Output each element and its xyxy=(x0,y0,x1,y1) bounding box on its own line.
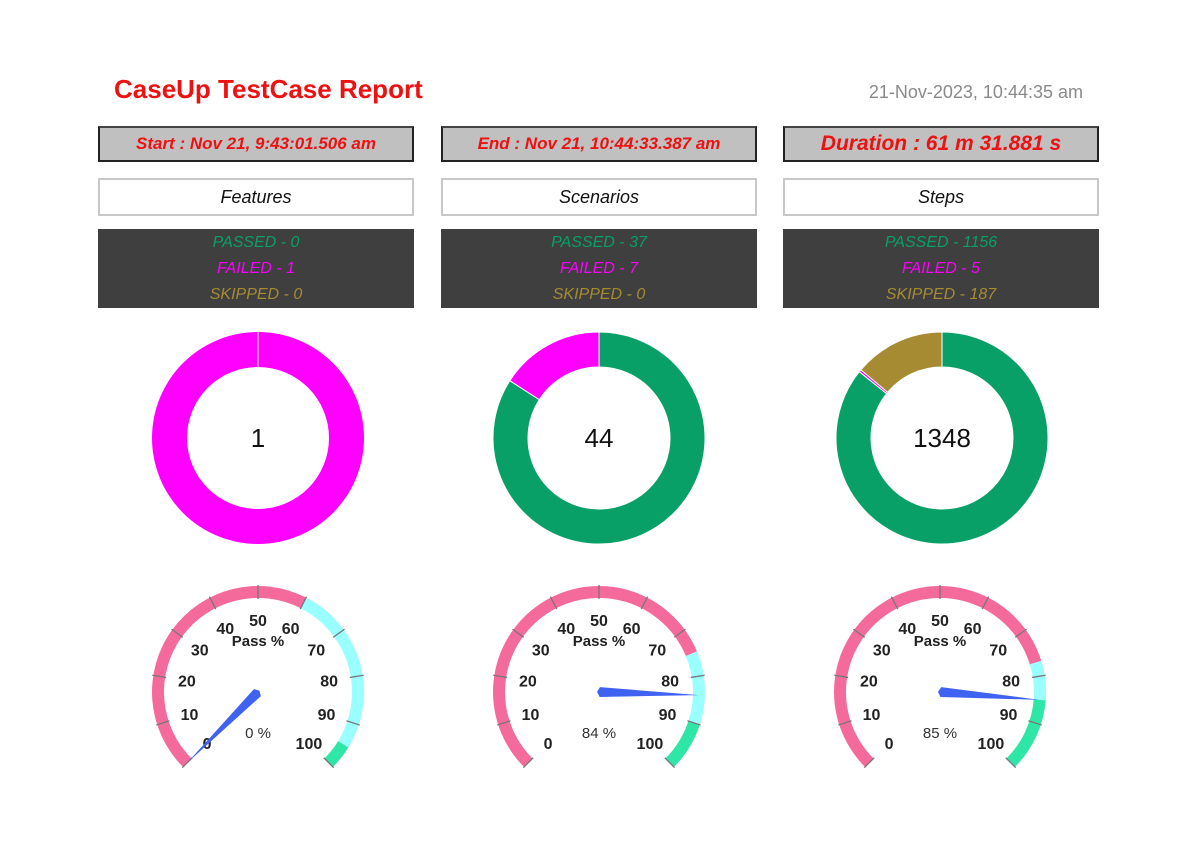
svg-text:60: 60 xyxy=(623,621,641,638)
features-total: 1 xyxy=(250,422,266,453)
svg-text:40: 40 xyxy=(898,621,916,638)
svg-text:0 %: 0 % xyxy=(245,725,271,742)
steps-total: 1348 xyxy=(913,422,971,453)
svg-text:40: 40 xyxy=(216,621,234,638)
svg-text:100: 100 xyxy=(637,736,664,753)
svg-text:90: 90 xyxy=(659,707,677,724)
gauge-svg: 010 20 30 40 50 60 70 80 90 100 Pass % 85 % xyxy=(834,585,1046,769)
svg-text:60: 60 xyxy=(282,621,300,638)
svg-text:80: 80 xyxy=(661,674,679,691)
features-header: Features xyxy=(98,178,414,216)
svg-text:84 %: 84 % xyxy=(582,725,616,742)
donut-svg xyxy=(152,332,364,544)
svg-text:50: 50 xyxy=(249,613,267,630)
scenarios-header: Scenarios xyxy=(441,178,757,216)
svg-text:30: 30 xyxy=(873,643,891,660)
steps-skipped: SKIPPED - 187 xyxy=(885,285,997,303)
features-donut-chart[interactable]: 1 xyxy=(150,330,366,546)
features-failed: FAILED - 1 xyxy=(217,259,295,277)
start-time-box: Start : Nov 21, 9:43:01.506 am xyxy=(98,126,414,162)
svg-text:10: 10 xyxy=(522,707,540,724)
steps-header: Steps xyxy=(783,178,1099,216)
scenarios-skipped: SKIPPED - 0 xyxy=(552,285,646,303)
features-skipped: SKIPPED - 0 xyxy=(209,285,303,303)
report-timestamp: 21-Nov-2023, 10:44:35 am xyxy=(868,82,1083,102)
steps-donut-chart[interactable]: 1348 xyxy=(834,330,1050,546)
svg-text:Pass %: Pass % xyxy=(232,633,285,650)
duration-box: Duration : 61 m 31.881 s xyxy=(783,126,1099,162)
steps-failed: FAILED - 5 xyxy=(902,259,980,277)
svg-text:50: 50 xyxy=(931,613,949,630)
features-column: Start : Nov 21, 9:43:01.506 am Features … xyxy=(98,126,414,308)
svg-text:Pass %: Pass % xyxy=(573,633,626,650)
features-stats: PASSED - 0 FAILED - 1 SKIPPED - 0 xyxy=(98,229,414,308)
svg-text:60: 60 xyxy=(964,621,982,638)
svg-text:30: 30 xyxy=(532,643,550,660)
scenarios-pass-gauge: 0 10 20 30 40 50 60 70 80 90 100 Pass % 84 % xyxy=(479,584,719,784)
svg-text:80: 80 xyxy=(1002,674,1020,691)
donut-svg xyxy=(835,331,1049,545)
scenarios-stats: PASSED - 37 FAILED - 7 SKIPPED - 0 xyxy=(441,229,757,308)
svg-text:90: 90 xyxy=(1000,707,1018,724)
scenarios-total: 44 xyxy=(584,422,614,453)
features-passed: PASSED - 0 xyxy=(212,233,300,251)
end-time-box: End : Nov 21, 10:44:33.387 am xyxy=(441,126,757,162)
svg-text:10: 10 xyxy=(863,707,881,724)
svg-text:10: 10 xyxy=(181,707,199,724)
svg-text:40: 40 xyxy=(557,621,575,638)
svg-text:85 %: 85 % xyxy=(923,725,957,742)
svg-text:100: 100 xyxy=(296,736,323,753)
svg-text:20: 20 xyxy=(178,674,196,691)
svg-text:90: 90 xyxy=(318,707,336,724)
svg-text:30: 30 xyxy=(191,643,209,660)
svg-text:70: 70 xyxy=(989,643,1007,660)
scenarios-column: End : Nov 21, 10:44:33.387 am Scenarios … xyxy=(441,126,757,308)
svg-text:80: 80 xyxy=(320,674,338,691)
svg-text:20: 20 xyxy=(860,674,878,691)
report-title: CaseUp TestCase Report xyxy=(114,74,423,104)
scenarios-donut-chart[interactable]: 44 xyxy=(491,330,707,546)
svg-text:20: 20 xyxy=(519,674,537,691)
svg-text:0: 0 xyxy=(885,736,894,753)
steps-passed: PASSED - 1156 xyxy=(884,233,998,251)
svg-text:0: 0 xyxy=(544,736,553,753)
scenarios-passed: PASSED - 37 xyxy=(551,233,647,251)
svg-text:50: 50 xyxy=(590,613,608,630)
scenarios-failed: FAILED - 7 xyxy=(560,259,638,277)
svg-text:70: 70 xyxy=(307,643,325,660)
donut-svg xyxy=(492,331,706,545)
svg-text:100: 100 xyxy=(978,736,1005,753)
gauge-svg: 010 20 30 40 50 60 70 80 90 100 Pass % 84 % xyxy=(493,585,705,769)
steps-pass-gauge: 0 10 20 30 40 50 60 70 80 90 100 Pass % 85 % xyxy=(820,584,1060,784)
steps-column: Duration : 61 m 31.881 s Steps PASSED - … xyxy=(783,126,1099,308)
svg-text:70: 70 xyxy=(648,643,666,660)
svg-text:Pass %: Pass % xyxy=(914,633,967,650)
steps-stats: PASSED - 1156 FAILED - 5 SKIPPED - 187 xyxy=(783,229,1099,308)
